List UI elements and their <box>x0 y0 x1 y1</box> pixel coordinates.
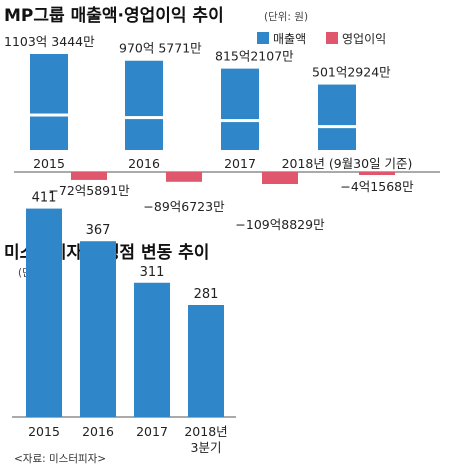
axis-break-mark <box>221 119 259 123</box>
x-tick-label: 2016 <box>128 156 160 171</box>
operating-profit-value-label: −109억8829만 <box>235 217 325 232</box>
x-tick-label: 2017 <box>136 424 168 439</box>
legend-label-profit: 영업이익 <box>342 32 386 46</box>
store-count-bar <box>188 305 224 417</box>
revenue-value-label: 501억2924만 <box>312 65 391 80</box>
operating-profit-bar <box>71 172 107 180</box>
legend-label-revenue: 매출액 <box>273 32 306 46</box>
store-count-value-label: 367 <box>86 223 111 238</box>
axis-break-mark <box>125 116 163 120</box>
legend: 매출액 영업이익 <box>257 32 386 46</box>
axis-break-mark <box>30 113 68 117</box>
chart-title-revenue: MP그룹 매출액·영업이익 추이 <box>4 6 224 26</box>
operating-profit-bar <box>262 172 298 184</box>
x-tick-label: 2017 <box>224 156 256 171</box>
operating-profit-value-label: −89억6723만 <box>143 199 225 214</box>
axis-break-mark <box>318 125 356 129</box>
operating-profit-bar <box>166 172 202 182</box>
revenue-bar <box>318 84 356 150</box>
revenue-value-label: 815억2107만 <box>215 49 294 64</box>
revenue-value-label: 1103억 3444만 <box>4 34 95 49</box>
x-tick-label: 2016 <box>82 424 114 439</box>
legend-swatch-profit <box>326 32 338 44</box>
revenue-value-label: 970억 5771만 <box>119 41 202 56</box>
operating-profit-value-label: −4억1568만 <box>340 179 414 194</box>
operating-profit-value-label: −72억5891만 <box>48 183 130 198</box>
store-count-value-label: 311 <box>140 265 165 280</box>
x-tick-label: 2015 <box>33 156 65 171</box>
revenue-bar <box>221 68 259 150</box>
x-tick-label: 2018년 (9월30일 기준) <box>282 156 413 171</box>
chart-unit-revenue: (단위: 원) <box>264 10 308 23</box>
revenue-bar <box>125 60 163 151</box>
store-count-value-label: 281 <box>194 287 219 302</box>
store-count-bar <box>134 282 170 417</box>
operating-profit-bar <box>359 172 395 175</box>
x-tick-label: 2018년 3분기 <box>184 424 227 455</box>
revenue-bar <box>30 54 68 150</box>
chart-source: <자료: 미스터피자> <box>14 453 106 465</box>
store-count-bar <box>26 208 62 417</box>
store-count-bar <box>80 241 116 417</box>
store-count-value-label: 411 <box>32 191 57 206</box>
x-tick-label: 2015 <box>28 424 60 439</box>
legend-swatch-revenue <box>257 32 269 44</box>
